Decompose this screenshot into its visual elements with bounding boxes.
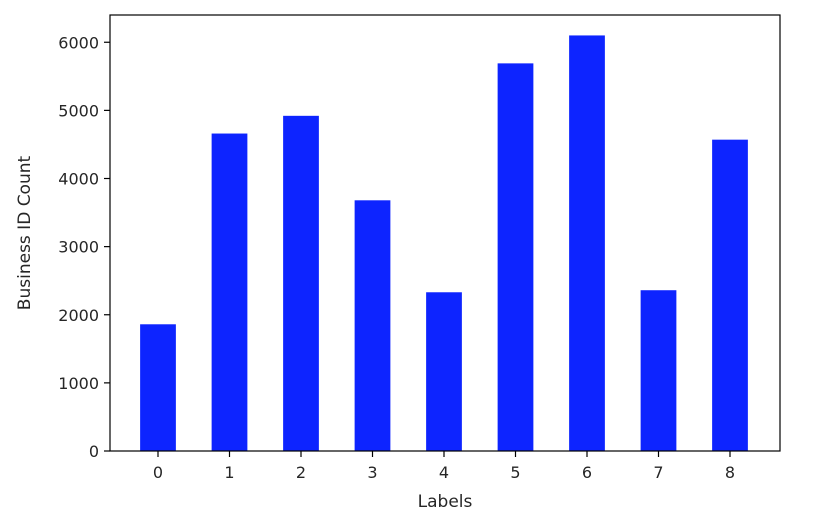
bar-0 bbox=[140, 324, 176, 451]
y-tick-label: 1000 bbox=[58, 374, 99, 393]
x-tick-label: 3 bbox=[367, 463, 377, 482]
x-tick-label: 6 bbox=[582, 463, 592, 482]
x-tick-label: 0 bbox=[153, 463, 163, 482]
y-tick-label: 0 bbox=[89, 442, 99, 461]
bar-3 bbox=[354, 200, 391, 451]
x-tick-label: 7 bbox=[653, 463, 663, 482]
x-tick-label: 2 bbox=[296, 463, 306, 482]
x-tick-label: 8 bbox=[725, 463, 735, 482]
y-axis: 0 1000 2000 3000 4000 5000 6000 bbox=[58, 33, 110, 461]
bar-6 bbox=[569, 35, 605, 451]
bars-group bbox=[140, 35, 748, 452]
y-tick-label: 5000 bbox=[58, 101, 99, 120]
plot-frame bbox=[109, 14, 781, 452]
x-tick-label: 4 bbox=[439, 463, 449, 482]
x-tick-label: 1 bbox=[224, 463, 234, 482]
y-tick-label: 2000 bbox=[58, 306, 99, 325]
y-tick-label: 3000 bbox=[58, 238, 99, 257]
y-tick-label: 4000 bbox=[58, 170, 99, 189]
bar-4 bbox=[426, 292, 462, 451]
x-axis-label: Labels bbox=[418, 492, 473, 512]
x-axis: 0 1 2 3 4 5 6 7 8 bbox=[153, 451, 735, 482]
bar-7 bbox=[640, 290, 677, 451]
bar-2 bbox=[283, 115, 319, 451]
bar-5 bbox=[497, 63, 534, 452]
bar-1 bbox=[211, 133, 248, 451]
y-axis-label: Business ID Count bbox=[15, 155, 35, 310]
y-tick-label: 6000 bbox=[58, 33, 99, 52]
x-tick-label: 5 bbox=[510, 463, 520, 482]
bar-8 bbox=[712, 139, 748, 451]
